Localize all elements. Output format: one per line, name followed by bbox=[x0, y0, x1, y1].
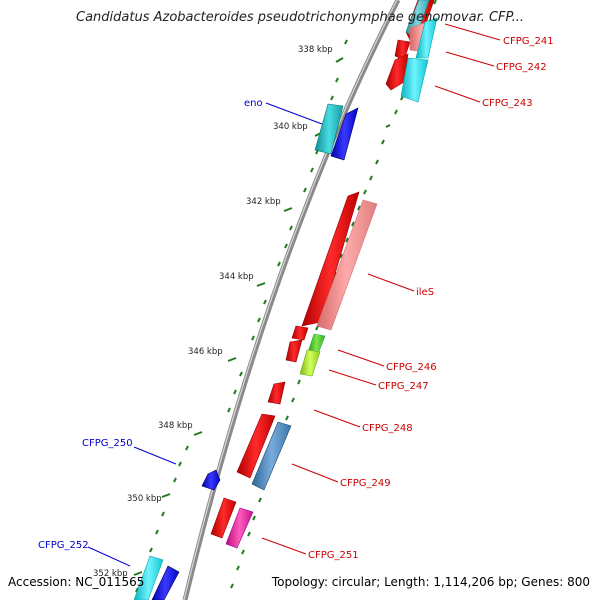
gene-cfpg-249-red[interactable] bbox=[236, 413, 276, 479]
gene-cfpg-247-lime[interactable] bbox=[299, 349, 321, 377]
kbp-label-346: 346 kbp bbox=[188, 347, 223, 357]
label-eno[interactable]: eno bbox=[244, 98, 263, 109]
label-cfpg-252[interactable]: CFPG_252 bbox=[38, 540, 89, 551]
kbp-label-342: 342 kbp bbox=[246, 197, 281, 207]
gene-features bbox=[133, 0, 438, 600]
kbp-label-348: 348 kbp bbox=[158, 421, 193, 431]
label-cfpg-247[interactable]: CFPG_247 bbox=[378, 381, 429, 392]
kbp-label-338: 338 kbp bbox=[298, 45, 333, 55]
gene-cfpg-243-red[interactable] bbox=[385, 53, 409, 91]
gene-eno-blue[interactable] bbox=[330, 107, 359, 161]
gene-labels: CFPG_241 CFPG_242 CFPG_243 eno ileS CFPG… bbox=[38, 36, 554, 561]
gene-cfpg-251-red[interactable] bbox=[210, 497, 237, 539]
accession-text: Accession: NC_011565 bbox=[8, 575, 145, 589]
label-cfpg-241[interactable]: CFPG_241 bbox=[503, 36, 554, 47]
label-cfpg-251[interactable]: CFPG_251 bbox=[308, 550, 359, 561]
label-cfpg-249[interactable]: CFPG_249 bbox=[340, 478, 391, 489]
label-callouts bbox=[87, 23, 501, 567]
gene-cfpg-246-red-a[interactable] bbox=[291, 325, 309, 341]
genome-backbone-highlight bbox=[183, 0, 398, 600]
gene-cfpg-248-red[interactable] bbox=[267, 381, 286, 405]
gene-cfpg-252-cyan[interactable] bbox=[133, 555, 164, 600]
kbp-label-344: 344 kbp bbox=[219, 272, 254, 282]
label-cfpg-250[interactable]: CFPG_250 bbox=[82, 438, 133, 449]
kbp-label-340: 340 kbp bbox=[273, 122, 308, 132]
label-cfpg-246[interactable]: CFPG_246 bbox=[386, 362, 437, 373]
kbp-label-352: 352 kbp bbox=[93, 569, 128, 579]
map-title: Candidatus Azobacteroides pseudotrichony… bbox=[76, 10, 524, 25]
label-cfpg-248[interactable]: CFPG_248 bbox=[362, 423, 413, 434]
gene-eno-teal[interactable] bbox=[314, 103, 344, 155]
gene-iles-pink[interactable] bbox=[316, 199, 378, 331]
label-iles[interactable]: ileS bbox=[416, 287, 434, 298]
gene-cfpg-250-blue[interactable] bbox=[201, 469, 221, 491]
genome-backbone bbox=[182, 0, 401, 600]
kbp-labels: 338 kbp 340 kbp 342 kbp 344 kbp 346 kbp … bbox=[93, 45, 333, 579]
label-cfpg-243[interactable]: CFPG_243 bbox=[482, 98, 533, 109]
gene-cfpg-246-red-b[interactable] bbox=[285, 339, 303, 363]
gene-cfpg-242-cyan bbox=[415, 17, 438, 59]
gene-cfpg-249-steel[interactable] bbox=[251, 421, 292, 491]
gene-cfpg-252-blue[interactable] bbox=[151, 565, 180, 600]
label-cfpg-242[interactable]: CFPG_242 bbox=[496, 62, 547, 73]
genome-summary-text: Topology: circular; Length: 1,114,206 bp… bbox=[271, 575, 590, 589]
gene-cfpg-243-cyan[interactable] bbox=[400, 57, 429, 103]
gene-cfpg-251-magenta[interactable] bbox=[225, 507, 254, 549]
kbp-label-350: 350 kbp bbox=[127, 494, 162, 504]
